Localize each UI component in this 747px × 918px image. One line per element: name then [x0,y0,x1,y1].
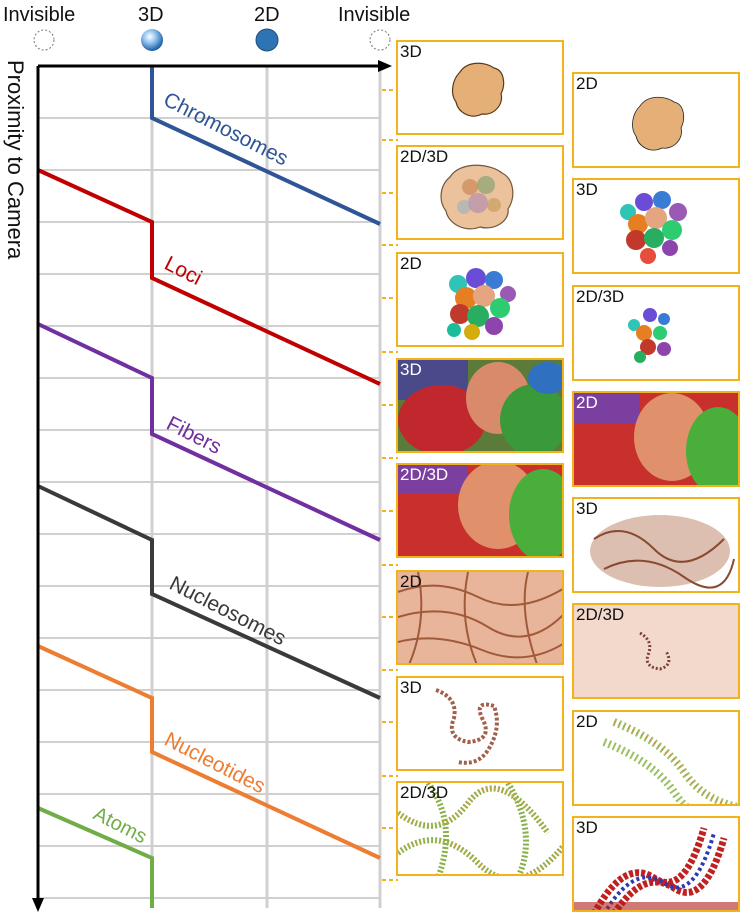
panel-right-5: 2D/3D [572,603,740,699]
panel-left-2: 2D [396,252,564,347]
panel-left-3-label: 3D [400,360,422,379]
panel-left-1-label: 2D/3D [400,147,449,166]
level-line-loci [37,168,381,386]
nucleosome-mesh-image [398,572,562,663]
x-axis-arrow [378,60,392,72]
chromosome-blob-image [451,62,505,117]
panel-right-2: 2D/3D [572,285,740,381]
panel-left-4: 2D/3D [396,463,564,558]
panel-right-3-label: 2D [576,393,598,412]
invisible-left-marker [33,29,55,51]
panel-right-7-label: 3D [576,818,598,837]
panel-left-6: 3D [396,676,564,771]
level-lines [37,66,381,908]
panel-left-3: 3D [396,358,564,453]
nucleosome-strand-image [435,688,499,765]
chromosome-flat-image [632,96,685,151]
level-line-chromosomes [150,66,381,226]
y-axis-arrow [32,898,44,912]
loci-3d-image [620,191,687,264]
panel-right-6-label: 2D [576,712,598,731]
fibers-nucleosomes-image [398,465,562,556]
panel-right-2-label: 2D/3D [576,287,625,306]
label-atoms: Atoms [90,803,150,848]
dna-helices-image [398,783,562,874]
nucleosome-cloud-image [590,515,735,589]
panel-right-3: 2D [572,391,740,487]
nucleosome-faded-image [574,605,738,697]
invisible-right-marker [369,29,391,51]
level-line-nucleotides [37,644,381,860]
panel-right-1: 3D [572,178,740,274]
panel-right-4-label: 3D [576,499,598,518]
level-line-nucleosomes [37,484,381,700]
panel-left-0: 3D [396,40,564,135]
panel-right-0-label: 2D [576,74,598,93]
loci-cluster-image [447,268,516,340]
level-line-atoms [37,806,154,908]
panel-left-2-label: 2D [400,254,422,273]
panel-left-7-label: 2D/3D [400,783,449,802]
level-line-fibers [37,322,381,542]
y-axis-label-box: Proximity to Camera [2,60,32,320]
panel-left-5-label: 2D [400,572,422,591]
panel-left-1: 2D/3D [396,145,564,240]
y-axis-label: Proximity to Camera [3,60,28,260]
panel-right-0: 2D [572,72,740,168]
panel-left-7: 2D/3D [396,781,564,876]
panel-left-6-label: 3D [400,678,422,697]
panel-left-5: 2D [396,570,564,665]
panel-left-4-label: 2D/3D [400,465,449,484]
panel-right-5-label: 2D/3D [576,605,625,624]
panel-left-0-label: 3D [400,42,422,61]
panel-right-4: 3D [572,497,740,593]
nucleotide-helix-image [602,718,738,804]
fibers-dense-image [398,360,562,451]
header-invisible-right: Invisible [338,4,411,26]
header-2d: 2D [254,4,280,26]
header-invisible-left: Invisible [3,4,76,26]
panel-right-1-label: 3D [576,180,598,199]
loci-small-image [628,308,671,363]
header-3d: 3D [138,4,164,26]
fibers-flat-image [574,393,738,485]
two-d-marker [255,28,279,52]
chromosome-outline-image [440,164,514,230]
panel-connectors [382,89,398,881]
atom-helix-image [574,827,738,910]
three-d-marker [141,29,163,51]
panel-right-6: 2D [572,710,740,806]
panel-right-7: 3D [572,816,740,912]
